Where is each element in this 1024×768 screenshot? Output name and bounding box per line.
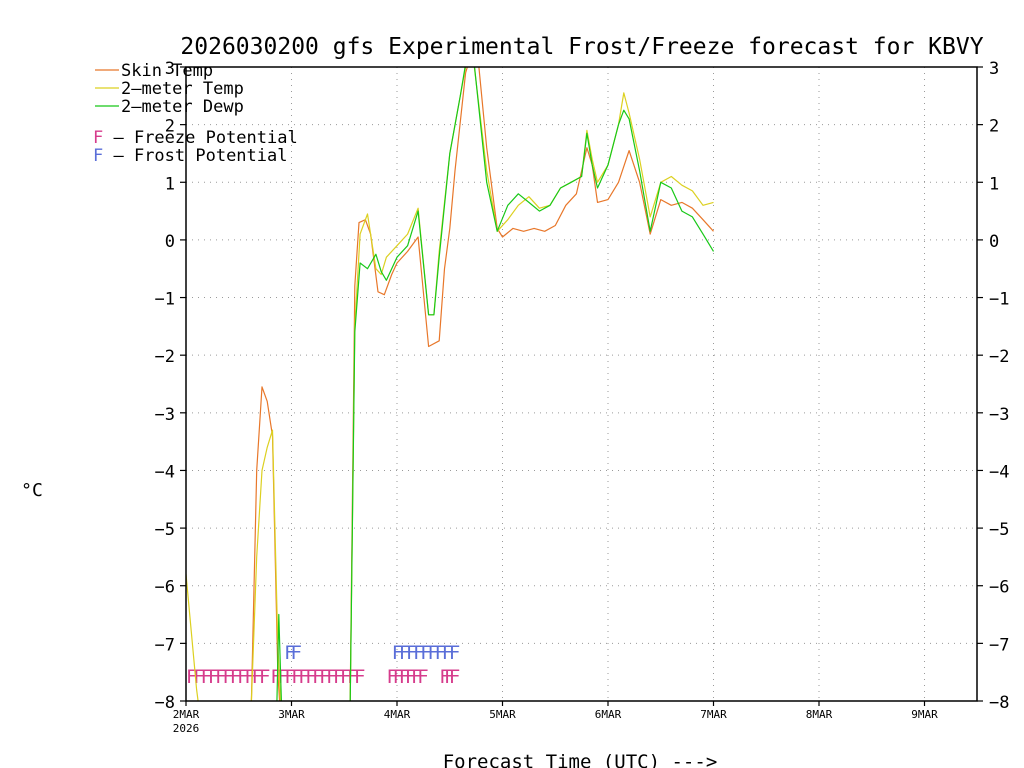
x-tick-label: 2MAR — [173, 708, 200, 721]
x-axis-label: Forecast Time (UTC) ---> — [443, 751, 718, 768]
frost-flag-run: FFFFFFFFF — [392, 642, 461, 664]
y-tick-label-left: −5 — [155, 520, 175, 540]
legend-label-0: Skin Temp — [121, 61, 213, 81]
y-tick-label-right: 2 — [989, 117, 999, 137]
y-tick-label-right: 1 — [989, 174, 999, 194]
series-lines — [186, 67, 715, 701]
freeze-flag-run: FFFFFFFFFFF — [186, 666, 270, 688]
x-axis-ticks: 2MAR 3MAR 4MAR 5MAR 6MAR 7MAR 8MAR 9MAR 2026 — [173, 701, 938, 735]
series-line-0 — [250, 67, 714, 701]
y-tick-label-left: 1 — [165, 174, 175, 194]
frost-flag-run: FF — [284, 642, 302, 664]
x-tick-label: 6MAR — [595, 708, 622, 721]
grid-lines — [186, 67, 977, 701]
y-tick-label-right: 3 — [989, 59, 999, 79]
legend-label-1: 2–meter Temp — [121, 79, 244, 99]
y-tick-label-left: −7 — [155, 635, 175, 655]
y-axis-label: °C — [21, 480, 43, 501]
plot-frame — [185, 66, 978, 702]
y-tick-label-right: −2 — [989, 347, 1009, 367]
x-year-label: 2026 — [173, 722, 200, 735]
legend-label-2: 2–meter Dewp — [121, 97, 244, 117]
y-tick-label-right: −5 — [989, 520, 1009, 540]
x-tick-label: 7MAR — [700, 708, 727, 721]
y-tick-label-right: 0 — [989, 232, 999, 252]
y-tick-label-right: −8 — [989, 693, 1009, 713]
freeze-flag-run: FFFFFFFFFFFFF — [270, 666, 365, 688]
x-tick-label: 3MAR — [278, 708, 305, 721]
y-tick-label-left: −4 — [155, 462, 175, 482]
x-tick-label: 5MAR — [489, 708, 516, 721]
y-tick-label-left: 2 — [165, 117, 175, 137]
y-tick-label-right: −4 — [989, 462, 1009, 482]
x-tick-label: 4MAR — [384, 708, 411, 721]
y-axis-ticks: −8 −8 −7 −7 −6 −6 −5 −5 −4 −4 −3 −3 −2 −2 −1 −1 0 0 1 1 2 2 3 3 — [155, 59, 1010, 713]
y-tick-label-right: −7 — [989, 635, 1009, 655]
y-tick-label-left: −3 — [155, 405, 175, 425]
flag-legend-0: F – Freeze Potential — [93, 128, 298, 148]
y-tick-label-left: −6 — [155, 578, 175, 598]
flag-legend-1: F – Frost Potential — [93, 146, 287, 166]
y-tick-label-left: 0 — [165, 232, 175, 252]
potential-flags: FFFFFFFFFFF FFFFFFFFFFFFF FFFFFF FFFFF FFFFF… — [186, 642, 460, 688]
y-tick-label-right: −3 — [989, 405, 1009, 425]
y-tick-label-left: −1 — [155, 290, 175, 310]
series-line-2 — [276, 67, 715, 701]
freeze-flag-run: FFF — [439, 666, 460, 688]
y-tick-label-right: −1 — [989, 290, 1009, 310]
y-tick-label-left: −8 — [155, 693, 175, 713]
freeze-flag-run: FFFFFF — [386, 666, 428, 688]
x-tick-label: 9MAR — [911, 708, 938, 721]
y-tick-label-right: −6 — [989, 578, 1009, 598]
y-tick-label-left: −2 — [155, 347, 175, 367]
y-tick-label-left: 3 — [165, 59, 175, 79]
chart-title: 2026030200 gfs Experimental Frost/Freeze… — [180, 34, 983, 60]
x-tick-label: 8MAR — [806, 708, 833, 721]
